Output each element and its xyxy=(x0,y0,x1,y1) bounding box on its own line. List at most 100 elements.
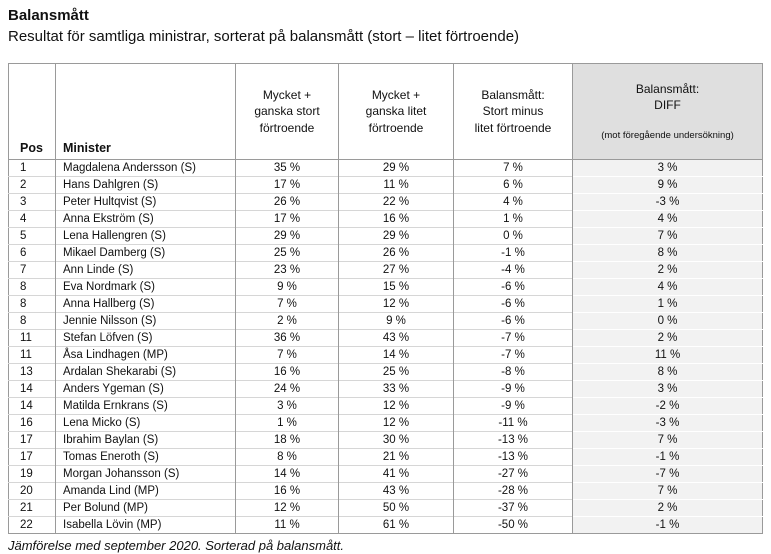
big-trust-cell: 35 % xyxy=(235,159,339,176)
diff-cell: 7 % xyxy=(572,430,763,448)
table-row: 14 Matilda Ernkrans (S) 3 % 12 % -9 % -2 % xyxy=(8,396,763,414)
diff-cell: 4 % xyxy=(572,209,763,227)
pos-cell: 21 xyxy=(8,498,56,516)
minister-cell: Åsa Lindhagen (MP) xyxy=(55,345,236,363)
pos-cell: 11 xyxy=(8,345,56,363)
diff-cell: 9 % xyxy=(572,175,763,193)
big-trust-cell: 24 % xyxy=(235,379,339,397)
page-title: Balansmått xyxy=(8,7,89,24)
big-trust-cell: 2 % xyxy=(235,311,339,329)
big-trust-cell: 17 % xyxy=(235,175,339,193)
balance-cell: -9 % xyxy=(453,396,573,414)
small-trust-cell: 30 % xyxy=(338,430,454,448)
big-trust-cell: 9 % xyxy=(235,277,339,295)
minister-cell: Anna Ekström (S) xyxy=(55,209,236,227)
diff-cell: -2 % xyxy=(572,396,763,414)
minister-cell: Mikael Damberg (S) xyxy=(55,243,236,261)
minister-cell: Tomas Eneroth (S) xyxy=(55,447,236,465)
small-trust-cell: 21 % xyxy=(338,447,454,465)
big-trust-cell: 7 % xyxy=(235,345,339,363)
minister-cell: Anna Hallberg (S) xyxy=(55,294,236,312)
pos-cell: 4 xyxy=(8,209,56,227)
small-trust-cell: 26 % xyxy=(338,243,454,261)
balance-cell: 1 % xyxy=(453,209,573,227)
balance-cell: -11 % xyxy=(453,413,573,431)
pos-cell: 5 xyxy=(8,226,56,244)
table-row: 8 Anna Hallberg (S) 7 % 12 % -6 % 1 % xyxy=(8,294,763,312)
pos-cell: 14 xyxy=(8,379,56,397)
minister-cell: Magdalena Andersson (S) xyxy=(55,159,236,176)
balance-cell: -6 % xyxy=(453,277,573,295)
diff-cell: 3 % xyxy=(572,379,763,397)
diff-cell: -3 % xyxy=(572,192,763,210)
small-trust-cell: 61 % xyxy=(338,515,454,533)
minister-cell: Ardalan Shekarabi (S) xyxy=(55,362,236,380)
big-trust-cell: 17 % xyxy=(235,209,339,227)
minister-cell: Eva Nordmark (S) xyxy=(55,277,236,295)
pos-cell: 2 xyxy=(8,175,56,193)
diff-cell: 2 % xyxy=(572,498,763,516)
header-diff-subtext: (mot föregående undersökning) xyxy=(601,130,734,141)
minister-cell: Morgan Johansson (S) xyxy=(55,464,236,482)
table-row: 21 Per Bolund (MP) 12 % 50 % -37 % 2 % xyxy=(8,498,763,516)
small-trust-cell: 12 % xyxy=(338,413,454,431)
small-trust-cell: 41 % xyxy=(338,464,454,482)
diff-cell: 1 % xyxy=(572,294,763,312)
balance-cell: 6 % xyxy=(453,175,573,193)
big-trust-cell: 14 % xyxy=(235,464,339,482)
small-trust-cell: 11 % xyxy=(338,175,454,193)
balance-cell: -1 % xyxy=(453,243,573,261)
pos-cell: 20 xyxy=(8,481,56,499)
minister-cell: Peter Hultqvist (S) xyxy=(55,192,236,210)
diff-cell: 3 % xyxy=(572,159,763,176)
balance-cell: -8 % xyxy=(453,362,573,380)
big-trust-cell: 36 % xyxy=(235,328,339,346)
small-trust-cell: 12 % xyxy=(338,396,454,414)
diff-cell: -3 % xyxy=(572,413,763,431)
header-diff-main: Balansmått: DIFF xyxy=(635,81,700,113)
balance-cell: -4 % xyxy=(453,260,573,278)
big-trust-cell: 16 % xyxy=(235,362,339,380)
table-row: 6 Mikael Damberg (S) 25 % 26 % -1 % 8 % xyxy=(8,243,763,261)
small-trust-cell: 15 % xyxy=(338,277,454,295)
pos-cell: 17 xyxy=(8,447,56,465)
small-trust-cell: 29 % xyxy=(338,159,454,176)
diff-cell: -1 % xyxy=(572,447,763,465)
pos-cell: 13 xyxy=(8,362,56,380)
minister-cell: Ann Linde (S) xyxy=(55,260,236,278)
balance-cell: -28 % xyxy=(453,481,573,499)
diff-cell: 7 % xyxy=(572,481,763,499)
diff-cell: -1 % xyxy=(572,515,763,533)
small-trust-cell: 12 % xyxy=(338,294,454,312)
pos-cell: 7 xyxy=(8,260,56,278)
balance-cell: -13 % xyxy=(453,447,573,465)
big-trust-cell: 12 % xyxy=(235,498,339,516)
header-pos: Pos xyxy=(8,63,56,160)
table-header: Pos Minister Mycket + ganska stort förtr… xyxy=(8,63,763,160)
table-row: 11 Stefan Löfven (S) 36 % 43 % -7 % 2 % xyxy=(8,328,763,346)
pos-cell: 14 xyxy=(8,396,56,414)
table-row: 20 Amanda Lind (MP) 16 % 43 % -28 % 7 % xyxy=(8,481,763,499)
balance-cell: -7 % xyxy=(453,345,573,363)
small-trust-cell: 43 % xyxy=(338,328,454,346)
header-diff: Balansmått: DIFF (mot föregående undersö… xyxy=(572,63,763,160)
pos-cell: 16 xyxy=(8,413,56,431)
diff-cell: 2 % xyxy=(572,328,763,346)
diff-cell: 4 % xyxy=(572,277,763,295)
small-trust-cell: 25 % xyxy=(338,362,454,380)
small-trust-cell: 14 % xyxy=(338,345,454,363)
big-trust-cell: 25 % xyxy=(235,243,339,261)
header-small-trust: Mycket + ganska litet förtroende xyxy=(338,63,454,160)
table-row: 3 Peter Hultqvist (S) 26 % 22 % 4 % -3 % xyxy=(8,192,763,210)
table-row: 13 Ardalan Shekarabi (S) 16 % 25 % -8 % 8 % xyxy=(8,362,763,380)
table-row: 8 Jennie Nilsson (S) 2 % 9 % -6 % 0 % xyxy=(8,311,763,329)
table-row: 17 Ibrahim Baylan (S) 18 % 30 % -13 % 7 % xyxy=(8,430,763,448)
big-trust-cell: 29 % xyxy=(235,226,339,244)
balance-cell: -37 % xyxy=(453,498,573,516)
pos-cell: 19 xyxy=(8,464,56,482)
balance-cell: 0 % xyxy=(453,226,573,244)
table-row: 7 Ann Linde (S) 23 % 27 % -4 % 2 % xyxy=(8,260,763,278)
table-row: 14 Anders Ygeman (S) 24 % 33 % -9 % 3 % xyxy=(8,379,763,397)
balance-cell: -9 % xyxy=(453,379,573,397)
